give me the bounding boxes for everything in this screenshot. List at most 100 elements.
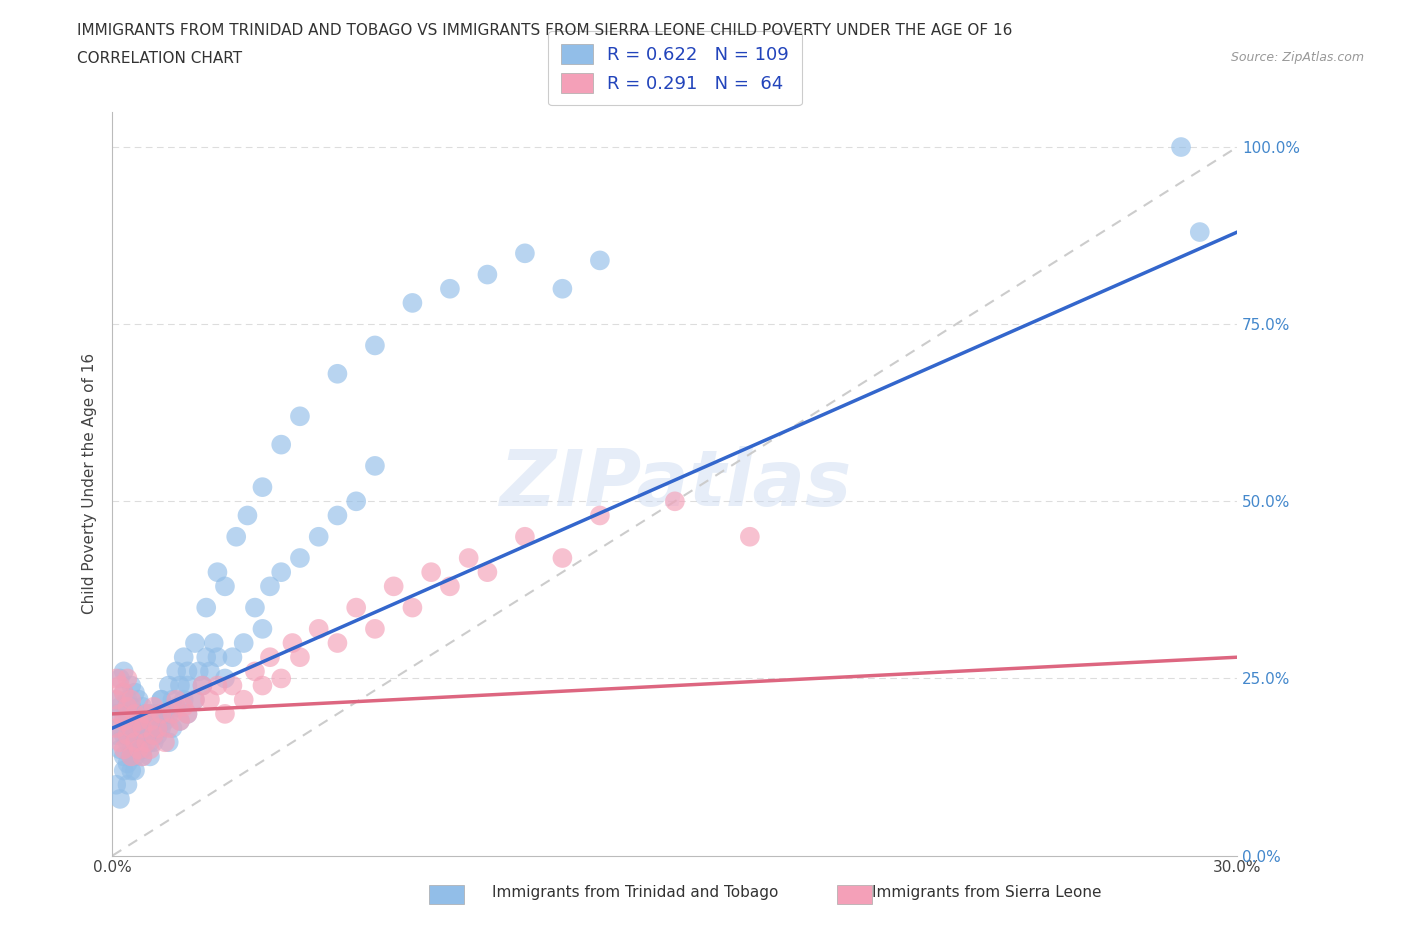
Point <box>664 494 686 509</box>
Point <box>146 721 169 736</box>
Point <box>232 635 254 650</box>
Point <box>146 727 169 742</box>
Point <box>364 338 387 352</box>
Point <box>477 267 499 282</box>
Point <box>124 707 146 722</box>
Point <box>112 685 135 700</box>
Point <box>124 707 146 722</box>
Point <box>162 721 184 736</box>
Point <box>184 635 207 650</box>
Y-axis label: Child Poverty Under the Age of 16: Child Poverty Under the Age of 16 <box>82 353 97 614</box>
Point <box>270 437 292 452</box>
Point <box>207 565 229 579</box>
Point <box>105 707 128 722</box>
Point <box>173 650 195 665</box>
Point <box>112 749 135 764</box>
Point <box>142 713 165 728</box>
Point <box>221 678 243 693</box>
Point <box>108 742 131 757</box>
Point <box>128 713 150 728</box>
Point <box>105 777 128 792</box>
Point <box>207 678 229 693</box>
Point <box>344 494 367 509</box>
Point <box>124 735 146 750</box>
Point <box>108 791 131 806</box>
Point <box>173 692 195 707</box>
Point <box>176 678 198 693</box>
Point <box>112 664 135 679</box>
Point <box>513 529 536 544</box>
Point <box>173 699 195 714</box>
Point <box>252 678 274 693</box>
Point <box>214 578 236 593</box>
Point <box>308 529 330 544</box>
Point <box>108 735 131 750</box>
Point <box>308 621 330 636</box>
Point <box>364 458 387 473</box>
Point <box>124 727 146 742</box>
Point <box>420 565 443 579</box>
Point <box>120 721 142 736</box>
Point <box>232 692 254 707</box>
Point <box>117 699 139 714</box>
Point <box>326 508 349 523</box>
Point <box>184 692 207 707</box>
Point <box>117 713 139 728</box>
Point <box>439 578 461 593</box>
Point <box>146 707 169 722</box>
Point <box>191 678 214 693</box>
Point <box>135 707 157 722</box>
Point <box>187 664 209 679</box>
Point <box>259 578 281 593</box>
Point <box>589 508 612 523</box>
Point <box>214 707 236 722</box>
Point <box>1188 225 1211 240</box>
Text: Immigrants from Sierra Leone: Immigrants from Sierra Leone <box>872 885 1101 900</box>
Point <box>157 721 180 736</box>
Point <box>120 742 142 757</box>
Point <box>117 756 139 771</box>
Text: Immigrants from Trinidad and Tobago: Immigrants from Trinidad and Tobago <box>492 885 779 900</box>
Point <box>117 692 139 707</box>
Point <box>142 699 165 714</box>
Point <box>252 621 274 636</box>
Point <box>124 764 146 778</box>
Point <box>124 749 146 764</box>
Point <box>150 721 173 736</box>
Point <box>112 742 135 757</box>
Point <box>344 600 367 615</box>
Point <box>184 692 207 707</box>
Point <box>117 727 139 742</box>
Point <box>153 735 176 750</box>
Point <box>165 664 187 679</box>
Point <box>326 366 349 381</box>
Point <box>439 281 461 296</box>
Point <box>288 650 311 665</box>
Point <box>551 281 574 296</box>
Point <box>153 713 176 728</box>
Point <box>135 707 157 722</box>
Point <box>401 600 423 615</box>
Point <box>157 707 180 722</box>
Point <box>169 713 191 728</box>
Point <box>120 764 142 778</box>
Point <box>112 707 135 722</box>
Point <box>131 721 153 736</box>
Point <box>457 551 479 565</box>
Point <box>150 692 173 707</box>
Point <box>162 692 184 707</box>
Point <box>124 685 146 700</box>
Point <box>150 692 173 707</box>
Point <box>139 707 162 722</box>
Point <box>513 246 536 260</box>
Point <box>128 692 150 707</box>
Point <box>117 671 139 686</box>
Point <box>162 707 184 722</box>
Point <box>207 650 229 665</box>
Point <box>131 749 153 764</box>
Point <box>165 692 187 707</box>
Point <box>108 671 131 686</box>
Point <box>142 727 165 742</box>
Point <box>131 749 153 764</box>
Point <box>139 735 162 750</box>
